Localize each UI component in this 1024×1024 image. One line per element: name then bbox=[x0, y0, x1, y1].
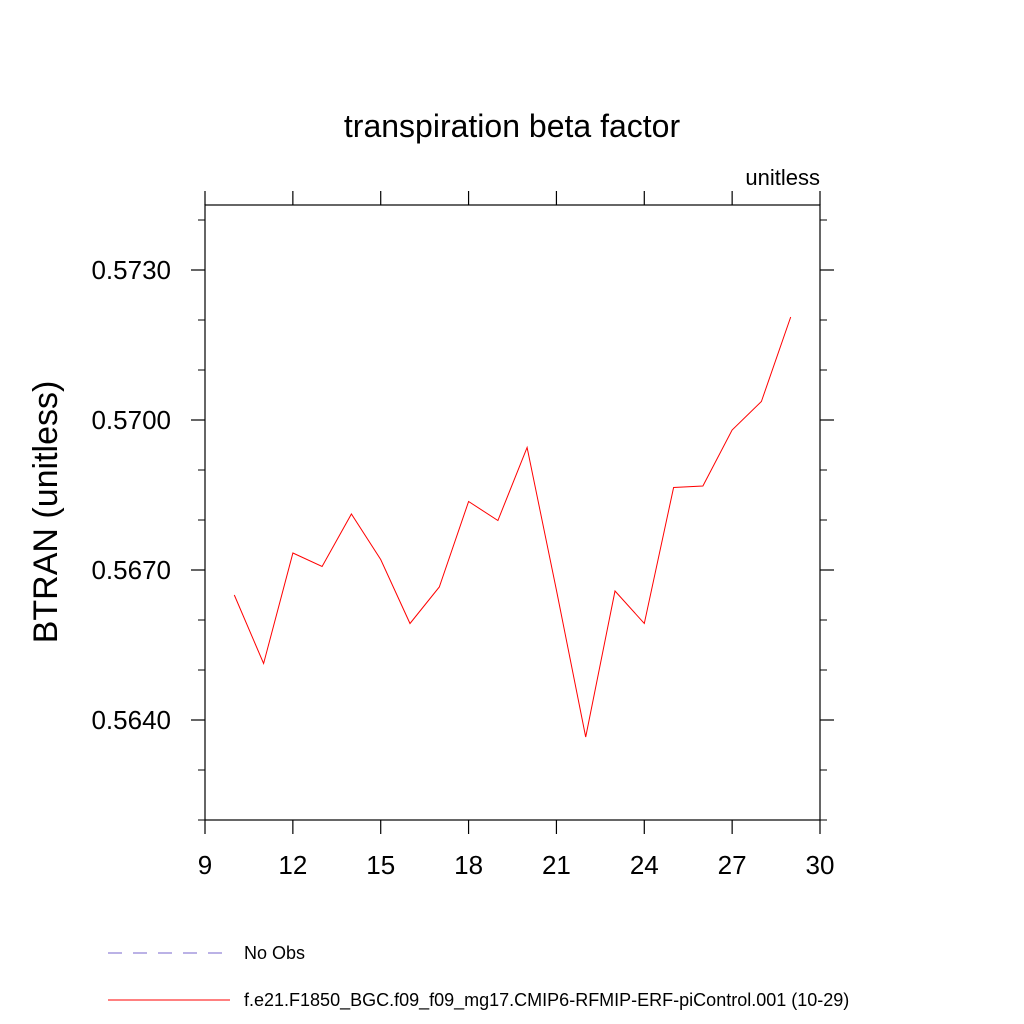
x-ticks: 9 12 15 18 21 24 27 30 bbox=[198, 191, 835, 880]
x-tick-label: 15 bbox=[366, 850, 395, 880]
x-tick-label: 12 bbox=[278, 850, 307, 880]
legend-label-1: f.e21.F1850_BGC.f09_f09_mg17.CMIP6-RFMIP… bbox=[244, 990, 849, 1011]
x-tick-label: 9 bbox=[198, 850, 212, 880]
units-label: unitless bbox=[745, 165, 820, 190]
x-tick-label: 30 bbox=[806, 850, 835, 880]
y-tick-label: 0.5640 bbox=[91, 705, 171, 735]
y-ticks: 0.5640 0.5670 0.5700 0.5730 bbox=[91, 219, 834, 821]
y-axis-label: BTRAN (unitless) bbox=[27, 381, 65, 644]
x-tick-label: 18 bbox=[454, 850, 483, 880]
series-layer bbox=[233, 316, 792, 738]
legend: No Obs f.e21.F1850_BGC.f09_f09_mg17.CMIP6… bbox=[108, 943, 849, 1011]
x-tick-label: 24 bbox=[630, 850, 659, 880]
y-tick-label: 0.5700 bbox=[91, 405, 171, 435]
legend-label-0: No Obs bbox=[244, 943, 305, 963]
plot-frame bbox=[204, 204, 821, 821]
y-tick-label: 0.5670 bbox=[91, 555, 171, 585]
y-tick-label: 0.5730 bbox=[91, 255, 171, 285]
x-tick-label: 21 bbox=[542, 850, 571, 880]
series-line-1 bbox=[233, 316, 792, 738]
x-tick-label: 27 bbox=[718, 850, 747, 880]
chart-title: transpiration beta factor bbox=[344, 108, 681, 144]
